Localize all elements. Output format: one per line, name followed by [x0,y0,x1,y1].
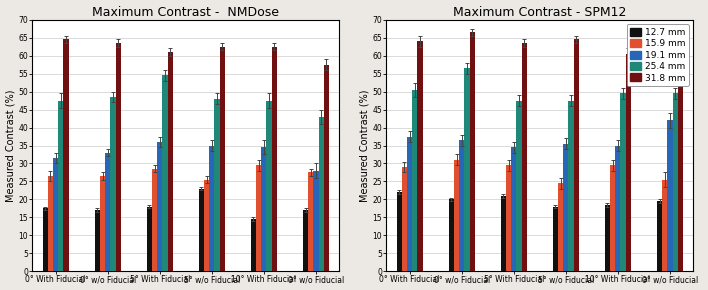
Bar [100,176,105,271]
Bar [522,43,527,271]
Title: Maximum Contrast - SPM12: Maximum Contrast - SPM12 [453,6,627,19]
Bar [407,137,412,271]
Bar [506,165,511,271]
Bar [464,68,469,271]
Bar [605,205,610,271]
Bar [418,41,423,271]
Bar [272,47,277,271]
Bar [501,196,506,271]
Bar [256,165,261,271]
Bar [620,93,626,271]
Bar [152,169,157,271]
Bar [662,180,668,271]
Bar [42,209,48,271]
Title: Maximum Contrast -  NMDose: Maximum Contrast - NMDose [92,6,279,19]
Bar [564,144,569,271]
Bar [657,201,662,271]
Bar [115,43,121,271]
Bar [303,210,308,271]
Y-axis label: Measured Contrast (%): Measured Contrast (%) [360,89,370,202]
Bar [215,99,219,271]
Bar [266,101,272,271]
Bar [396,192,402,271]
Bar [58,101,64,271]
Bar [219,47,225,271]
Bar [48,176,53,271]
Y-axis label: Measured Contrast (%): Measured Contrast (%) [6,89,16,202]
Bar [678,39,683,271]
Bar [402,167,407,271]
Bar [64,39,69,271]
Bar [469,32,475,271]
Bar [454,160,459,271]
Bar [412,90,418,271]
Bar [668,120,673,271]
Legend: 12.7 mm, 15.9 mm, 19.1 mm, 25.4 mm, 31.8 mm: 12.7 mm, 15.9 mm, 19.1 mm, 25.4 mm, 31.8… [627,24,689,86]
Bar [204,180,210,271]
Bar [168,52,173,271]
Bar [573,39,579,271]
Bar [110,97,115,271]
Bar [610,165,615,271]
Bar [210,146,215,271]
Bar [324,65,329,271]
Bar [615,146,620,271]
Bar [626,54,631,271]
Bar [251,219,256,271]
Bar [569,101,573,271]
Bar [162,75,168,271]
Bar [319,117,324,271]
Bar [261,147,266,271]
Bar [516,101,522,271]
Bar [673,93,678,271]
Bar [147,206,152,271]
Bar [105,153,110,271]
Bar [553,206,558,271]
Bar [157,142,162,271]
Bar [95,210,100,271]
Bar [511,147,516,271]
Bar [449,200,454,271]
Bar [558,183,564,271]
Bar [199,188,204,271]
Bar [314,171,319,271]
Bar [459,140,464,271]
Bar [53,158,58,271]
Bar [308,173,314,271]
